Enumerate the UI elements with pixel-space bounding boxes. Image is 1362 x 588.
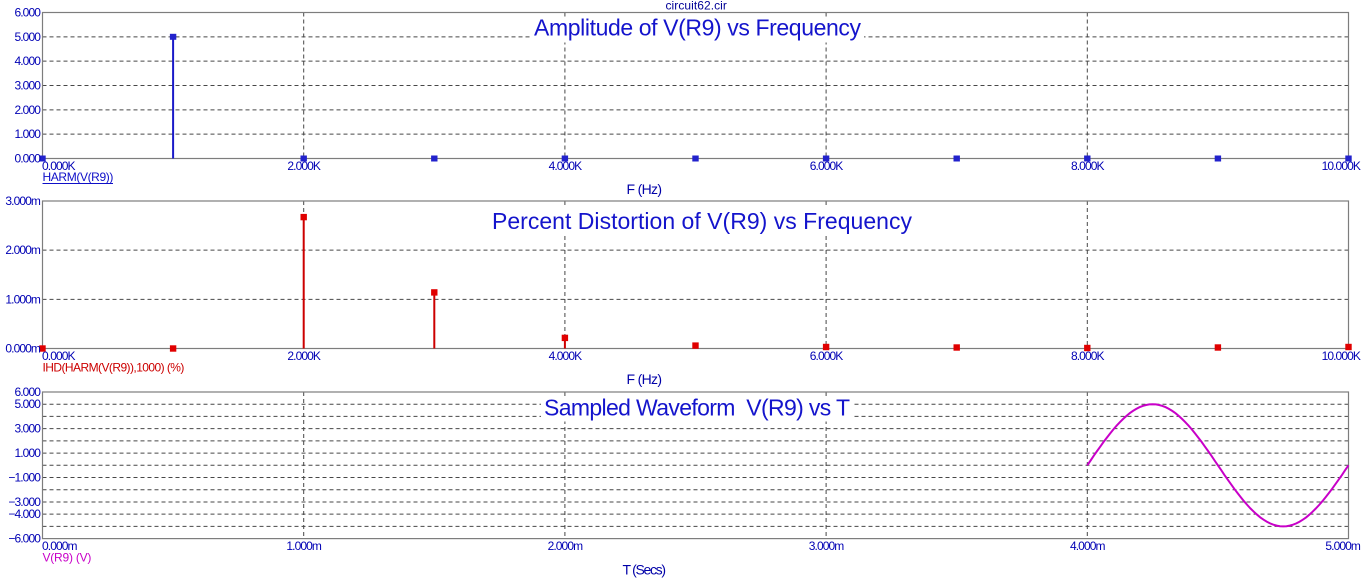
svg-text:T (Secs): T (Secs)	[623, 562, 666, 578]
svg-text:IHD(HARM(V(R9)),1000) (%): IHD(HARM(V(R9)),1000) (%)	[43, 361, 185, 375]
svg-text:HARM(V(R9)): HARM(V(R9))	[43, 170, 114, 184]
svg-text:Percent Distortion of V(R9) vs: Percent Distortion of V(R9) vs Frequency	[492, 208, 913, 234]
svg-text:2.000K: 2.000K	[287, 159, 321, 173]
svg-text:3.000m: 3.000m	[809, 539, 845, 553]
svg-text:−6.000: −6.000	[8, 532, 41, 546]
svg-text:circuit62.cir: circuit62.cir	[666, 0, 727, 13]
svg-text:5.000: 5.000	[14, 397, 41, 411]
svg-text:5.000: 5.000	[14, 30, 41, 44]
svg-text:1.000: 1.000	[14, 446, 41, 460]
svg-text:5.000m: 5.000m	[1325, 539, 1361, 553]
svg-text:−4.000: −4.000	[8, 507, 41, 521]
svg-text:3.000m: 3.000m	[5, 194, 41, 208]
svg-text:F (Hz): F (Hz)	[627, 371, 662, 387]
svg-text:V(R9) (V): V(R9) (V)	[43, 551, 92, 565]
svg-text:6.000: 6.000	[14, 6, 41, 20]
svg-text:2.000: 2.000	[14, 103, 41, 117]
svg-text:0.000K: 0.000K	[42, 159, 76, 173]
svg-text:4.000K: 4.000K	[549, 349, 583, 363]
svg-text:0.000K: 0.000K	[42, 349, 76, 363]
svg-text:0.000m: 0.000m	[5, 342, 41, 356]
svg-text:3.000: 3.000	[14, 422, 41, 436]
svg-text:4.000m: 4.000m	[1070, 539, 1106, 553]
svg-text:8.000K: 8.000K	[1071, 159, 1105, 173]
svg-text:1.000m: 1.000m	[5, 292, 41, 306]
svg-text:6.000K: 6.000K	[810, 159, 844, 173]
svg-text:6.000K: 6.000K	[810, 349, 844, 363]
svg-text:2.000K: 2.000K	[287, 349, 321, 363]
svg-text:8.000K: 8.000K	[1071, 349, 1105, 363]
svg-text:Sampled Waveform V(R9) vs T: Sampled Waveform V(R9) vs T	[544, 394, 850, 420]
svg-text:0.000: 0.000	[14, 152, 41, 166]
svg-text:6.000: 6.000	[14, 385, 41, 399]
svg-text:3.000: 3.000	[14, 79, 41, 93]
svg-text:1.000: 1.000	[14, 127, 41, 141]
svg-text:10.000K: 10.000K	[1322, 349, 1361, 363]
svg-text:Amplitude of V(R9) vs Frequenc: Amplitude of V(R9) vs Frequency	[534, 15, 862, 41]
svg-text:2.000m: 2.000m	[5, 243, 41, 257]
svg-text:4.000: 4.000	[14, 54, 41, 68]
svg-text:0.000m: 0.000m	[42, 539, 78, 553]
svg-text:−1.000: −1.000	[8, 471, 41, 485]
svg-text:F (Hz): F (Hz)	[627, 181, 662, 197]
svg-text:1.000m: 1.000m	[286, 539, 322, 553]
svg-text:2.000m: 2.000m	[548, 539, 584, 553]
svg-text:−3.000: −3.000	[8, 495, 41, 509]
svg-text:10.000K: 10.000K	[1322, 159, 1361, 173]
svg-text:4.000K: 4.000K	[549, 159, 583, 173]
